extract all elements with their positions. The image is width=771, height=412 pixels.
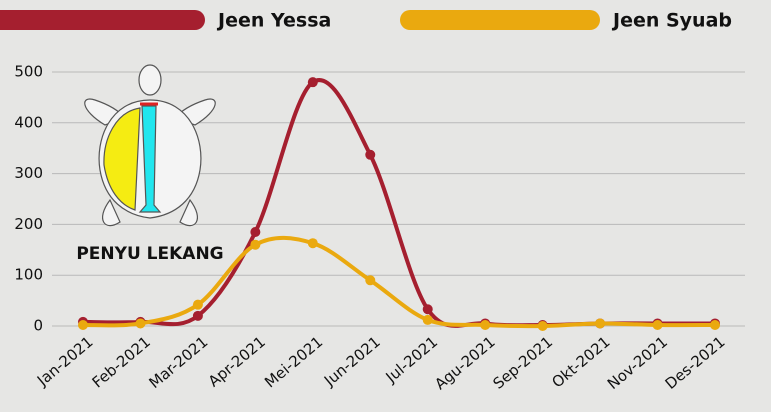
x-tick-label: Mar-2021	[145, 333, 211, 392]
x-tick-label: Jan-2021	[33, 333, 96, 390]
x-tick-label: Jun-2021	[320, 333, 384, 391]
point	[653, 320, 663, 330]
x-tick-label: Nov-2021	[604, 333, 671, 393]
point	[595, 318, 605, 328]
legend-label: Jeen Yessa	[216, 10, 331, 32]
annotation: PENYU LEKANG	[76, 244, 223, 264]
y-tick-label: 500	[14, 63, 43, 81]
x-tick-label: Okt-2021	[548, 333, 613, 392]
point	[308, 238, 318, 248]
point	[250, 240, 260, 250]
legend-label: Jeen Syuab	[611, 10, 732, 32]
point	[250, 227, 260, 237]
x-tick-label: Feb-2021	[89, 333, 154, 392]
point	[365, 275, 375, 285]
point	[193, 300, 203, 310]
point	[538, 321, 548, 331]
x-tick-label: Apr-2021	[205, 333, 269, 391]
y-tick-label: 100	[14, 266, 43, 284]
x-tick-label: Des-2021	[662, 333, 729, 393]
point	[78, 320, 88, 330]
point	[423, 304, 433, 314]
point	[710, 320, 720, 330]
point	[135, 318, 145, 328]
y-tick-label: 300	[14, 164, 43, 182]
x-tick-label: Agu-2021	[431, 333, 498, 394]
y-tick-label: 0	[33, 317, 43, 335]
point	[193, 311, 203, 321]
legend-swatch	[400, 10, 600, 30]
point	[365, 150, 375, 160]
y-tick-label: 200	[14, 215, 43, 233]
x-tick-label: Mei-2021	[261, 333, 326, 392]
legend-swatch	[0, 10, 205, 30]
point	[480, 320, 490, 330]
turtle-illustration	[85, 65, 215, 226]
y-tick-label: 400	[14, 113, 43, 131]
point	[423, 315, 433, 325]
point	[308, 77, 318, 87]
chart: PENYU LEKANG 0 100 200 300 400 500 Jan-2021Feb…	[0, 0, 771, 412]
x-tick-label: Sep-2021	[489, 333, 556, 393]
